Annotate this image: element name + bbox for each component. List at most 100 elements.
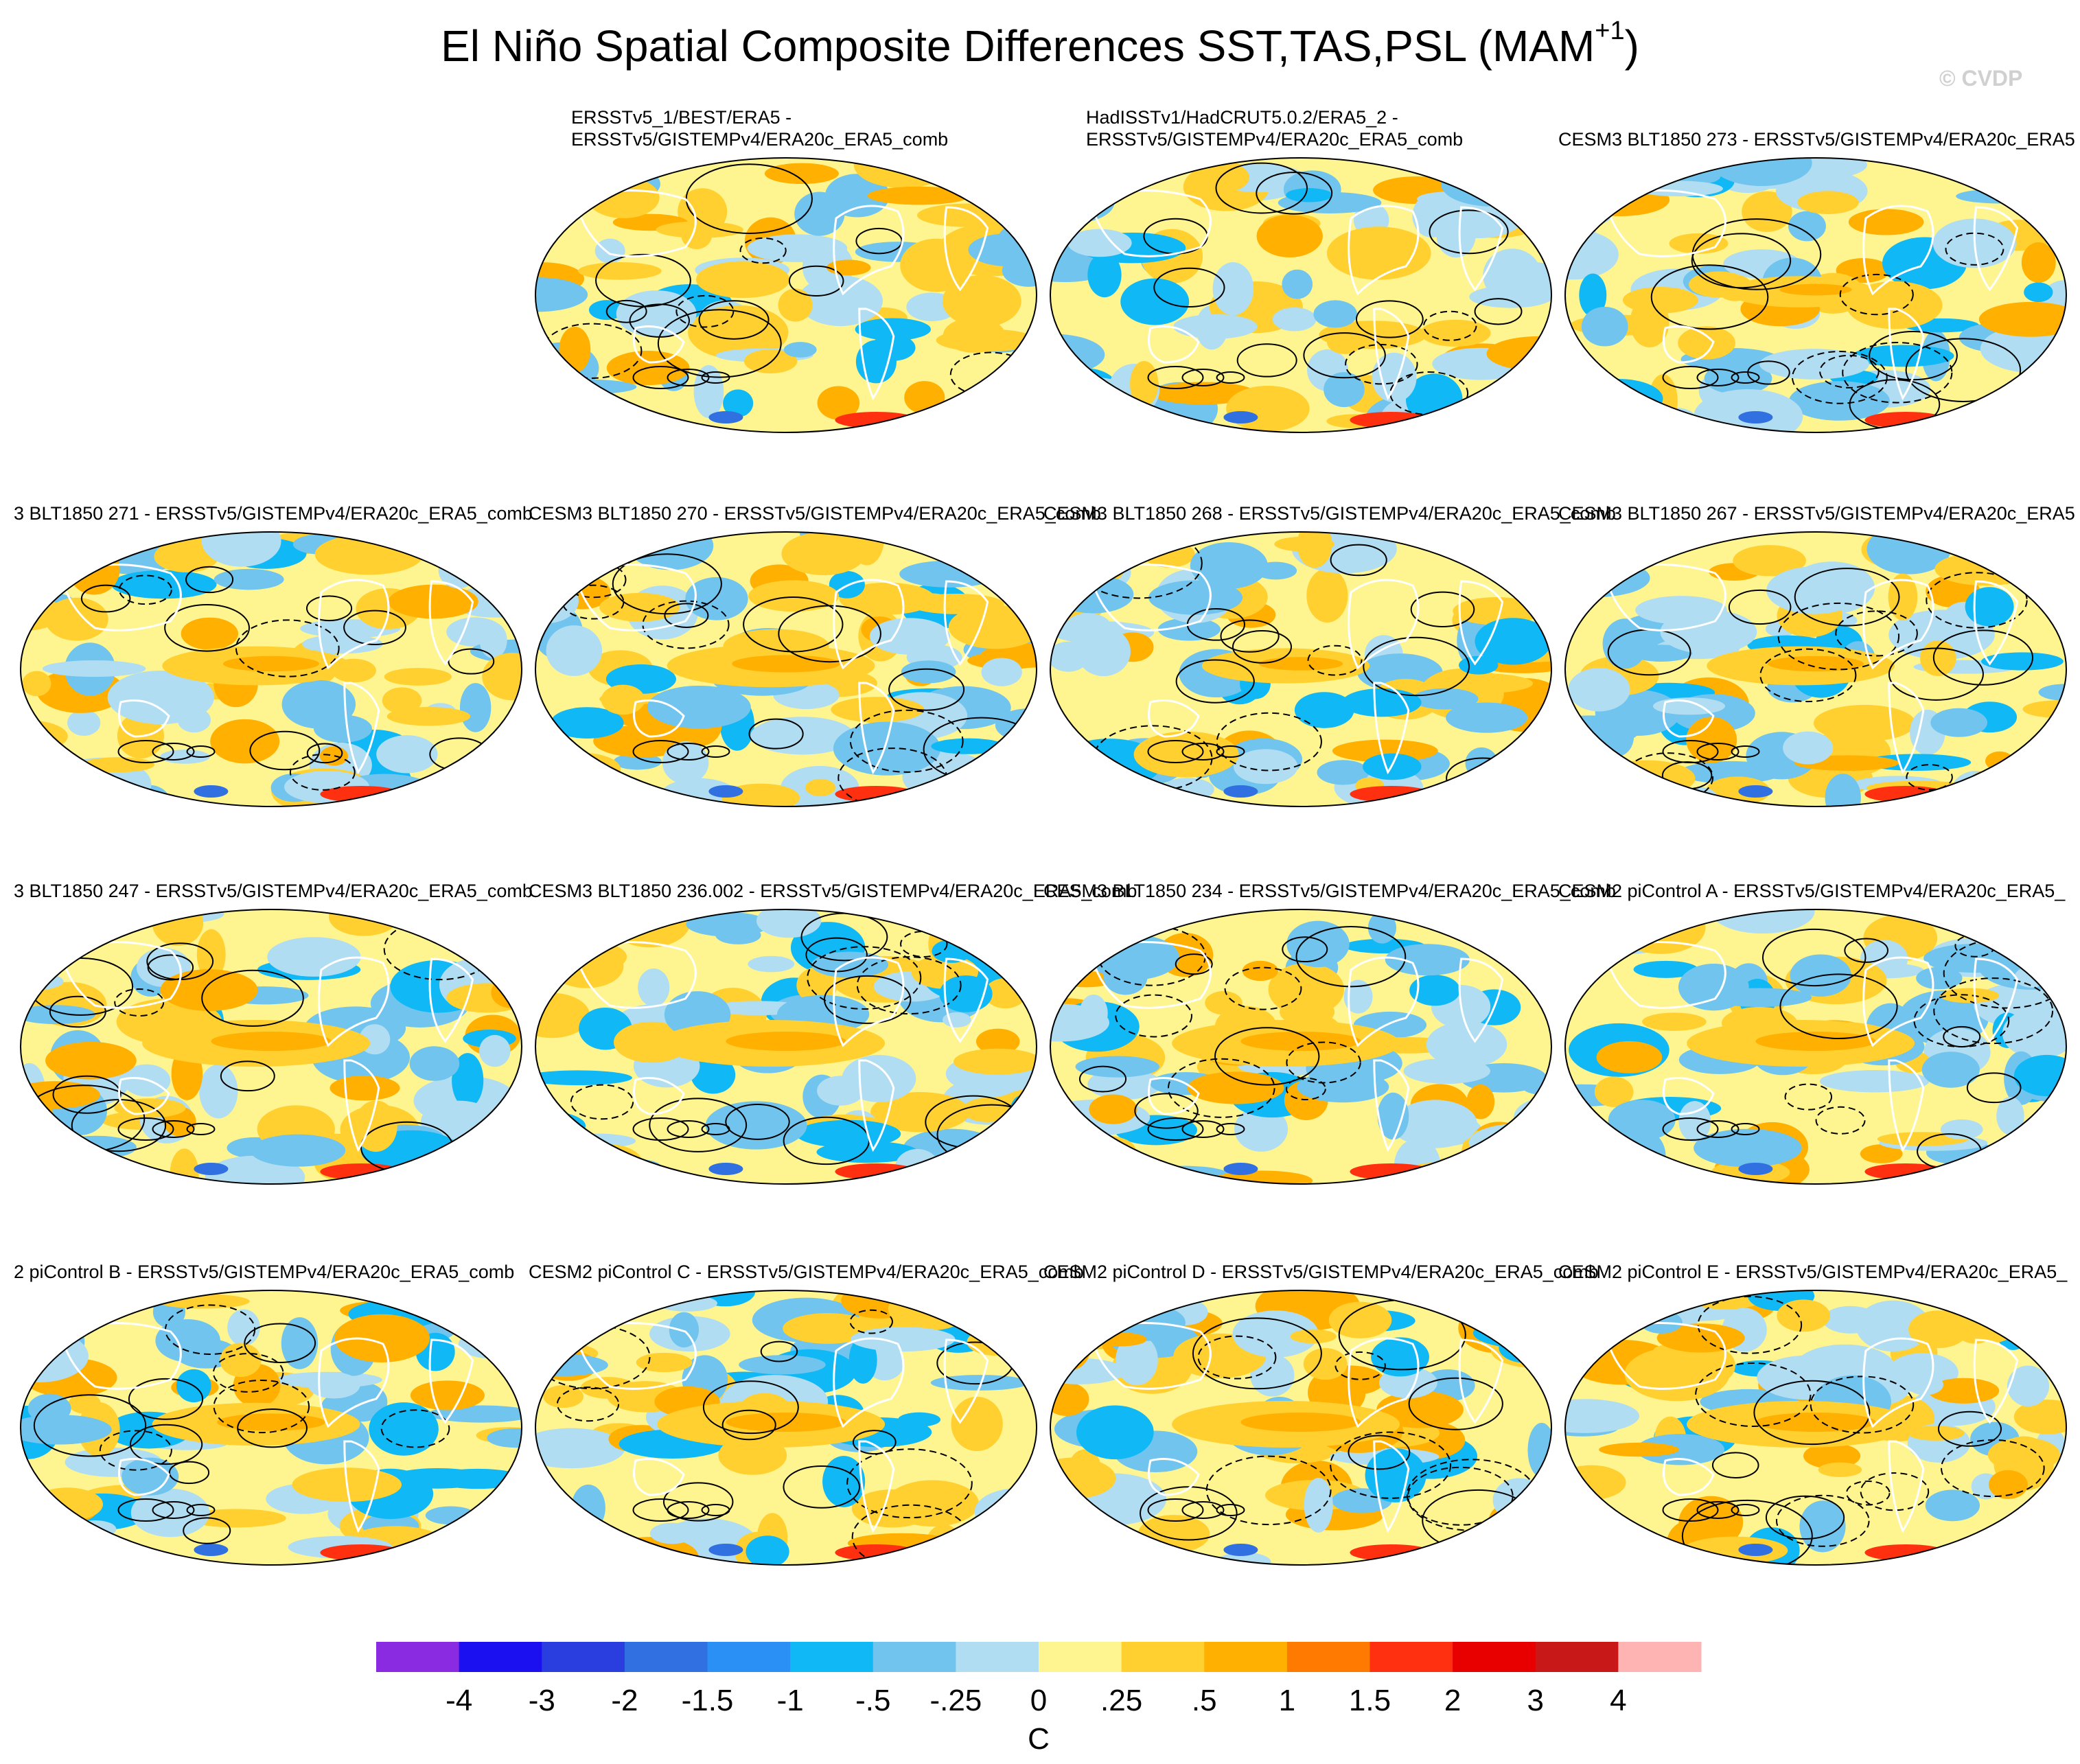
psl-contour [33,1394,147,1457]
anomaly-patch [931,738,1006,754]
anomaly-patch [748,580,840,612]
colorbar-swatch [1618,1642,1702,1672]
anomaly-patch [559,326,591,373]
coastline [1604,564,1726,631]
anomaly-patch [1328,1301,1392,1338]
anomaly-patch [1412,688,1479,710]
anomaly-patch [1586,921,1665,940]
anomaly-patch [1594,1076,1634,1107]
anomaly-patch [535,1518,592,1562]
psl-contour [1334,1351,1386,1380]
anomaly-patch [974,1487,1037,1535]
psl-contour [305,595,353,622]
anomaly-patch [1190,542,1268,589]
anomaly-patch [213,568,284,590]
anomaly-patch [21,777,100,806]
anomaly-patch [1633,960,1698,978]
colorbar-swatch [542,1642,625,1672]
anomaly-patch [2035,400,2066,432]
anomaly-patch [1565,1158,1582,1178]
anomaly-patch [1860,1144,1903,1163]
panel-title: CESM2 piControl C - ERSSTv5/GISTEMPv4/ER… [529,1262,1084,1282]
anomaly-patch [382,687,422,714]
map-panel: CESM3 BLT1850 273 - ERSSTv5/GISTEMPv4/ER… [1558,129,2075,433]
anomaly-patch [1256,214,1323,258]
psl-contour [289,754,356,791]
anomaly-patch [746,1535,789,1565]
coastline [858,682,895,775]
map-outline [1049,1290,1553,1566]
anomaly-patch [901,592,952,608]
coastline [858,1440,895,1533]
psl-contour [1181,1501,1225,1519]
coastline [1089,189,1212,257]
coastline [1663,1458,1715,1496]
psl-contour [760,1341,798,1362]
psl-contour [1728,589,1792,625]
coastline [343,682,380,775]
coastline [1348,205,1420,296]
anomaly-patch [1232,1310,1319,1358]
coastline [1862,956,1934,1047]
anomaly-patch [695,261,790,299]
anomaly-patch [2024,282,2053,303]
psl-contour [698,300,770,340]
psl-contour [1330,1431,1452,1499]
colorbar-tick-label: -3 [529,1684,555,1717]
psl-contour [1765,1495,1845,1540]
anomaly-patch [962,1098,1013,1122]
anomaly-patch [1052,368,1119,411]
anomaly-patch [1656,1323,1745,1353]
anomaly-patch [535,379,637,395]
anomaly-patch [446,983,522,1013]
anomaly-patch [479,622,507,659]
psl-contour [739,237,787,264]
panel-title: ERSSTv5/GISTEMPv4/ERA20c_ERA5_comb [571,129,948,150]
map-field [1565,532,2066,806]
anomaly-patch [111,570,217,599]
anomaly-patch [1393,1100,1477,1148]
map-panel: CESM3 BLT1850 236.002 - ERSSTv5/GISTEMPv… [529,881,1137,1185]
psl-contour [1224,966,1302,1010]
anomaly-patch [56,1135,137,1159]
enso-core [726,1032,846,1051]
anomaly-patch [1280,997,1335,1027]
anomaly-patch [748,955,795,973]
anomaly-patch [1050,1003,1109,1042]
anomaly-patch [199,1064,238,1119]
anomaly-patch [476,1327,511,1350]
anomaly-patch [1636,1434,1725,1465]
psl-contour [1695,1362,1812,1428]
anomaly-patch [1050,1382,1089,1416]
anomaly-patch [1642,1012,1707,1031]
psl-contour [1845,1481,1891,1506]
map-panel: 3 BLT1850 271 - ERSSTv5/GISTEMPv4/ERA20c… [14,503,533,807]
psl-contour [1307,645,1363,676]
psl-contour [1681,1499,1813,1565]
psl-contour [1256,172,1333,215]
panel-title: HadISSTv1/HadCRUT5.0.2/ERA5_2 - [1086,107,1398,128]
anomaly-patch [1492,1478,1546,1522]
anomaly-patch [601,684,645,715]
anomaly-patch [1708,988,1812,1008]
anomaly-patch [1608,1100,1676,1141]
anomaly-patch [1476,1163,1523,1184]
psl-contour [1220,619,1280,653]
anomaly-patch [943,317,1006,353]
enso-core [222,655,320,672]
map-panels: ERSSTv5_1/BEST/ERA5 -ERSSTv5/GISTEMPv4/E… [14,107,2075,1566]
map-field [21,909,522,1184]
anomaly-patch [647,685,751,729]
anomaly-patch [40,1536,82,1559]
anomaly-patch [250,1134,346,1167]
anomaly-patch [1143,541,1195,568]
anomaly-patch [739,1355,826,1375]
anomaly-patch [842,1055,916,1102]
psl-contour [1236,343,1297,378]
anomaly-patch [901,660,956,684]
anomaly-patch [489,759,522,778]
anomaly-patch [1472,1316,1551,1349]
anomaly-patch [1981,652,2064,671]
anomaly-patch [1294,692,1354,728]
anomaly-patch [545,752,621,786]
